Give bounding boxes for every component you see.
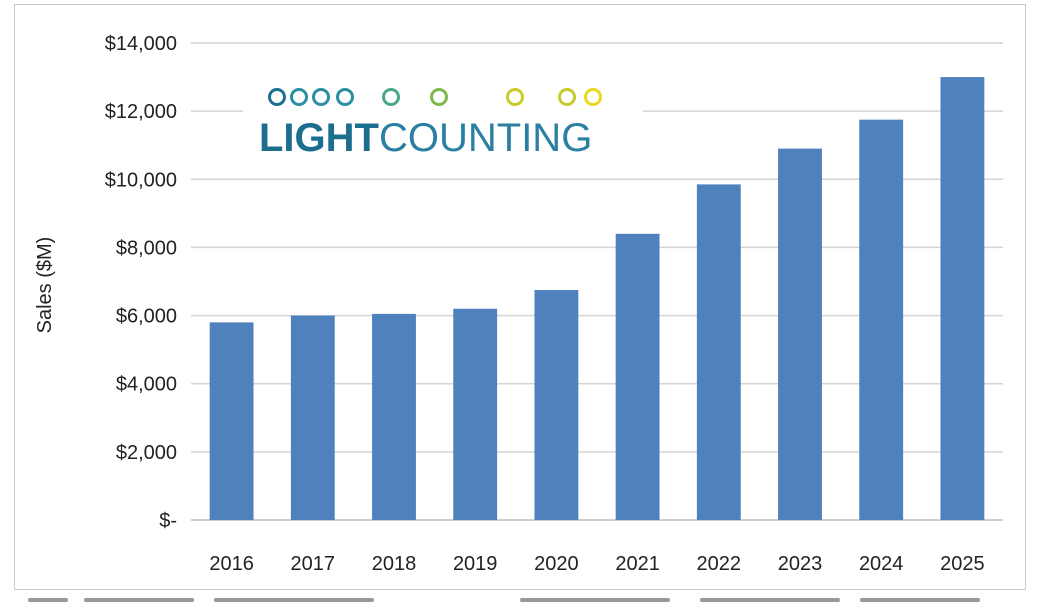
y-axis-title: Sales ($M) — [34, 237, 56, 334]
x-tick-label: 2018 — [372, 553, 417, 575]
y-tick-label: $14,000 — [105, 33, 177, 55]
x-tick-label: 2023 — [778, 553, 823, 575]
logo-circle-icon — [290, 88, 308, 106]
x-tick-label: 2021 — [615, 553, 660, 575]
x-tick-label: 2024 — [859, 553, 904, 575]
x-axis-ticks: 2016 2017 2018 2019 2020 2021 2022 2023 2024 2025 — [209, 553, 984, 575]
logo-text-regular: COUNTING — [379, 116, 592, 160]
bar-2023 — [778, 148, 822, 520]
y-tick-label: $4,000 — [116, 374, 177, 396]
y-tick-label: $12,000 — [105, 101, 177, 123]
logo-wordmark: LIGHTCOUNTING — [259, 116, 592, 160]
bar-2025 — [940, 77, 985, 521]
logo-circle-icon — [584, 88, 602, 106]
bar-2019 — [453, 308, 498, 520]
logo-circle-icon — [336, 88, 354, 106]
bar-2024 — [859, 119, 904, 521]
y-tick-label: $6,000 — [116, 306, 177, 328]
logo-circle-icon — [382, 88, 400, 106]
lightcounting-logo: LIGHTCOUNTING — [243, 77, 643, 169]
bar-2017 — [290, 315, 335, 520]
cropped-caption-strip — [0, 592, 1037, 608]
x-tick-label: 2017 — [291, 553, 336, 575]
x-tick-label: 2025 — [940, 553, 985, 575]
bar-2016 — [209, 322, 254, 520]
logo-circle-icon — [312, 88, 330, 106]
y-axis-ticks: $- $2,000 $4,000 $6,000 $8,000 $10,000 $12,000… — [105, 33, 177, 532]
logo-circle-icon — [506, 88, 524, 106]
x-tick-label: 2016 — [209, 553, 254, 575]
y-tick-label: $- — [159, 510, 177, 532]
chart-frame: $- $2,000 $4,000 $6,000 $8,000 $10,000 $12,000… — [14, 4, 1026, 590]
logo-circle-icon — [268, 88, 286, 106]
logo-circle-icon — [430, 88, 448, 106]
logo-text-bold: LIGHT — [259, 116, 379, 160]
x-tick-label: 2020 — [534, 553, 579, 575]
bar-2018 — [372, 313, 416, 520]
bar-chart: $- $2,000 $4,000 $6,000 $8,000 $10,000 $12,000… — [34, 33, 1003, 575]
bar-2021 — [615, 233, 660, 521]
logo-line-graphic — [247, 88, 621, 106]
bar-2020 — [534, 290, 579, 520]
y-tick-label: $2,000 — [116, 442, 177, 464]
y-tick-label: $8,000 — [116, 237, 177, 259]
x-tick-label: 2022 — [697, 553, 742, 575]
logo-circle-icon — [558, 88, 576, 106]
bar-2022 — [696, 184, 741, 520]
bars — [209, 77, 985, 521]
y-tick-label: $10,000 — [105, 169, 177, 191]
x-tick-label: 2019 — [453, 553, 498, 575]
